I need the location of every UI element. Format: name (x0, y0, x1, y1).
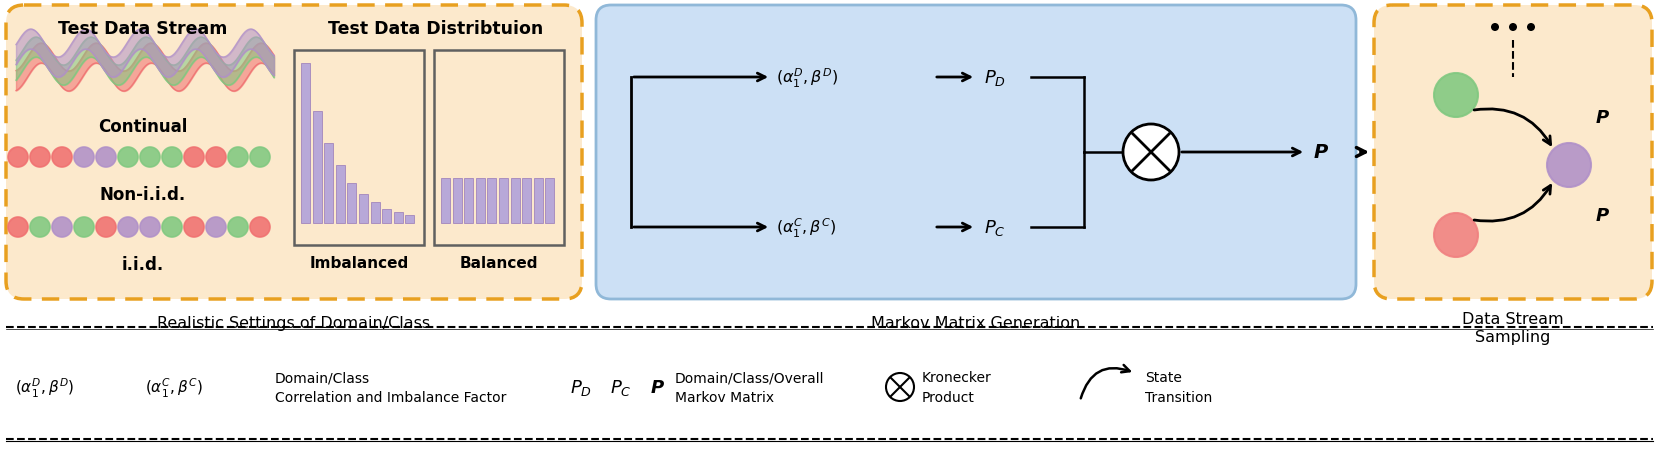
Circle shape (118, 217, 138, 238)
Circle shape (163, 217, 182, 238)
Text: Imbalanced: Imbalanced (309, 255, 408, 270)
Bar (294, 51, 425, 245)
Text: $(\alpha_1^D, \beta^D)$: $(\alpha_1^D, \beta^D)$ (15, 375, 75, 399)
Circle shape (1491, 24, 1500, 32)
Bar (393, 212, 403, 223)
Text: $\boldsymbol{P}$: $\boldsymbol{P}$ (1594, 207, 1609, 224)
Text: $\boldsymbol{P_C}$: $\boldsymbol{P_C}$ (611, 377, 632, 397)
Text: Domain/Class
Correlation and Imbalance Factor: Domain/Class Correlation and Imbalance F… (275, 370, 506, 404)
Text: Kronecker
Product: Kronecker Product (922, 370, 992, 404)
FancyBboxPatch shape (596, 6, 1355, 299)
Circle shape (1526, 24, 1535, 32)
Circle shape (206, 148, 226, 167)
Text: Markov Matrix Generation: Markov Matrix Generation (871, 315, 1080, 330)
Circle shape (30, 148, 50, 167)
Text: Balanced: Balanced (460, 255, 538, 270)
Circle shape (118, 148, 138, 167)
Bar (312, 112, 322, 223)
Circle shape (139, 148, 159, 167)
Bar (534, 179, 542, 223)
Circle shape (51, 148, 71, 167)
Circle shape (8, 217, 28, 238)
Circle shape (1546, 144, 1591, 187)
Bar (370, 203, 380, 223)
FancyBboxPatch shape (1374, 6, 1652, 299)
Circle shape (139, 217, 159, 238)
Bar (499, 179, 508, 223)
Bar (453, 179, 461, 223)
Bar (476, 179, 484, 223)
Text: $\boldsymbol{P}$: $\boldsymbol{P}$ (1594, 109, 1609, 127)
Text: Test Data Distribtuion: Test Data Distribtuion (328, 20, 544, 38)
Circle shape (1433, 213, 1478, 258)
Bar (465, 179, 473, 223)
Text: $\boldsymbol{P_D}$: $\boldsymbol{P_D}$ (571, 377, 592, 397)
Bar (358, 195, 368, 223)
Text: Data Stream: Data Stream (1462, 311, 1564, 326)
Bar (324, 144, 333, 223)
Circle shape (8, 148, 28, 167)
Text: $\boldsymbol{P_D}$: $\boldsymbol{P_D}$ (984, 68, 1005, 88)
Text: Test Data Stream: Test Data Stream (58, 20, 227, 38)
Circle shape (184, 148, 204, 167)
Text: State
Transition: State Transition (1145, 370, 1213, 404)
Circle shape (96, 217, 116, 238)
Text: $\boldsymbol{P}$: $\boldsymbol{P}$ (1312, 143, 1329, 162)
Text: Domain/Class/Overall
Markov Matrix: Domain/Class/Overall Markov Matrix (675, 370, 825, 404)
Circle shape (227, 148, 247, 167)
Text: Non-i.i.d.: Non-i.i.d. (100, 186, 186, 203)
Bar (435, 51, 564, 245)
Bar (523, 179, 531, 223)
Text: Continual: Continual (98, 118, 187, 136)
Circle shape (206, 217, 226, 238)
Circle shape (1433, 74, 1478, 118)
Text: $(\alpha_1^D, \beta^D)$: $(\alpha_1^D, \beta^D)$ (776, 66, 838, 89)
Circle shape (96, 148, 116, 167)
Circle shape (251, 217, 270, 238)
Circle shape (184, 217, 204, 238)
Text: $(\alpha_1^C, \beta^C)$: $(\alpha_1^C, \beta^C)$ (144, 375, 202, 399)
Circle shape (30, 217, 50, 238)
Bar (300, 64, 310, 223)
Circle shape (75, 148, 95, 167)
Text: Sampling: Sampling (1475, 329, 1551, 344)
Text: $(\alpha_1^C, \beta^C)$: $(\alpha_1^C, \beta^C)$ (776, 216, 836, 239)
Bar (382, 209, 392, 223)
Circle shape (251, 148, 270, 167)
Bar (405, 216, 415, 223)
Bar (546, 179, 554, 223)
Bar (347, 184, 357, 223)
Circle shape (227, 217, 247, 238)
Text: i.i.d.: i.i.d. (121, 255, 164, 273)
Circle shape (75, 217, 95, 238)
Text: $\boldsymbol{P}$: $\boldsymbol{P}$ (650, 378, 665, 396)
Bar (335, 166, 345, 223)
Bar (511, 179, 519, 223)
Bar (488, 179, 496, 223)
Circle shape (886, 373, 914, 401)
Circle shape (1510, 24, 1516, 32)
FancyBboxPatch shape (7, 6, 582, 299)
Text: $\boldsymbol{P_C}$: $\boldsymbol{P_C}$ (984, 217, 1005, 238)
Bar (441, 179, 450, 223)
Text: Realistic Settings of Domain/Class: Realistic Settings of Domain/Class (158, 315, 431, 330)
Circle shape (51, 217, 71, 238)
Circle shape (163, 148, 182, 167)
Circle shape (1123, 125, 1180, 181)
